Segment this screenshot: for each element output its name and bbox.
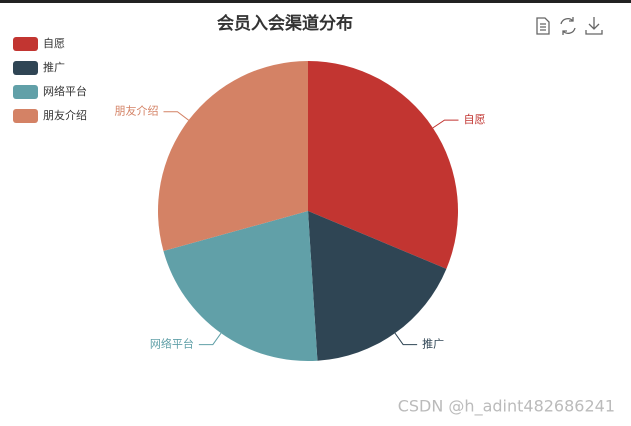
legend-swatch[interactable] [13, 37, 38, 51]
slice-label: 朋友介绍 [114, 104, 158, 118]
pie-slice[interactable] [163, 211, 318, 361]
legend-swatch[interactable] [13, 85, 38, 99]
legend-label[interactable]: 网络平台 [43, 84, 87, 98]
data-view-button[interactable] [536, 17, 550, 35]
legend-label[interactable]: 推广 [43, 60, 65, 74]
legend-label[interactable]: 自愿 [43, 37, 65, 50]
top-border [0, 0, 631, 3]
legend-swatch[interactable] [13, 109, 38, 123]
toolbox [536, 17, 603, 35]
pie-slice[interactable] [308, 61, 458, 269]
slice-label: 网络平台 [150, 337, 194, 351]
slice-label: 自愿 [464, 113, 486, 126]
watermark: CSDN @h_adint482686241 [398, 397, 615, 417]
label-line [198, 332, 222, 346]
label-line [163, 111, 189, 121]
chart-title: 会员入会渠道分布 [217, 13, 353, 34]
label-line [432, 119, 459, 129]
legend-swatch[interactable] [13, 61, 38, 75]
label-line [394, 332, 418, 346]
slice-label: 推广 [422, 337, 444, 351]
restore-button[interactable] [560, 17, 576, 35]
pie-slice[interactable] [158, 61, 308, 252]
save-image-button[interactable] [585, 17, 603, 35]
pie-slice[interactable] [308, 211, 447, 361]
legend-label[interactable]: 朋友介绍 [43, 108, 87, 122]
